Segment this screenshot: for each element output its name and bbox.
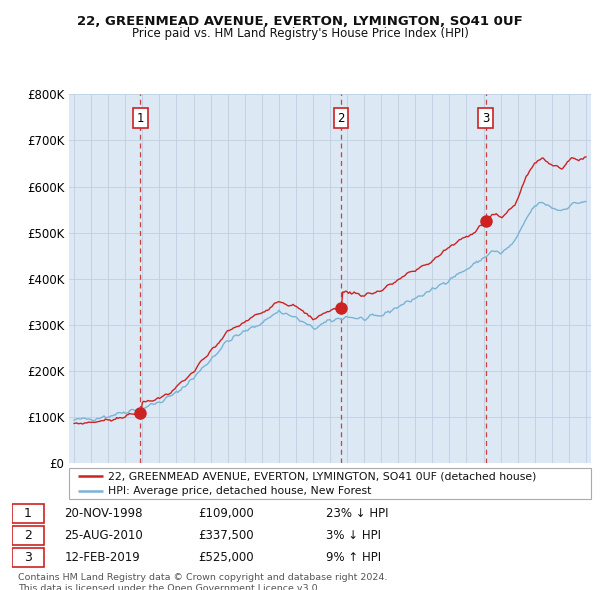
- Bar: [12, 504, 44, 523]
- Text: £525,000: £525,000: [198, 550, 254, 563]
- Text: 23% ↓ HPI: 23% ↓ HPI: [326, 507, 389, 520]
- Bar: [12, 548, 44, 566]
- Text: £337,500: £337,500: [198, 529, 254, 542]
- Text: HPI: Average price, detached house, New Forest: HPI: Average price, detached house, New …: [108, 486, 371, 496]
- Text: 12-FEB-2019: 12-FEB-2019: [64, 550, 140, 563]
- Text: 2: 2: [24, 529, 32, 542]
- Text: 22, GREENMEAD AVENUE, EVERTON, LYMINGTON, SO41 0UF: 22, GREENMEAD AVENUE, EVERTON, LYMINGTON…: [77, 15, 523, 28]
- Text: Contains HM Land Registry data © Crown copyright and database right 2024.
This d: Contains HM Land Registry data © Crown c…: [18, 573, 388, 590]
- Text: 3: 3: [482, 112, 489, 125]
- Text: 3: 3: [24, 550, 32, 563]
- Text: 9% ↑ HPI: 9% ↑ HPI: [326, 550, 382, 563]
- Text: 22, GREENMEAD AVENUE, EVERTON, LYMINGTON, SO41 0UF (detached house): 22, GREENMEAD AVENUE, EVERTON, LYMINGTON…: [108, 471, 536, 481]
- Text: £109,000: £109,000: [198, 507, 254, 520]
- Text: 20-NOV-1998: 20-NOV-1998: [64, 507, 143, 520]
- Bar: [12, 526, 44, 545]
- Text: 1: 1: [137, 112, 144, 125]
- Text: Price paid vs. HM Land Registry's House Price Index (HPI): Price paid vs. HM Land Registry's House …: [131, 27, 469, 40]
- Text: 3% ↓ HPI: 3% ↓ HPI: [326, 529, 381, 542]
- Text: 1: 1: [24, 507, 32, 520]
- Text: 2: 2: [337, 112, 344, 125]
- Text: 25-AUG-2010: 25-AUG-2010: [64, 529, 143, 542]
